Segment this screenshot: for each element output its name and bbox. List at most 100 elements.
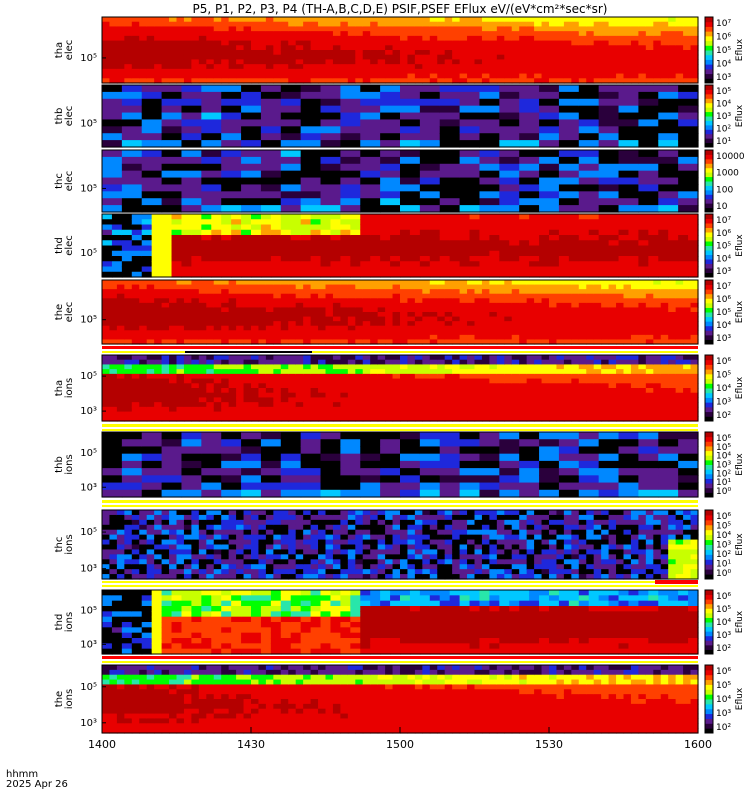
- heatmap-cell: [244, 355, 252, 360]
- colorbar-segment: [705, 69, 713, 74]
- heatmap-cell: [437, 383, 445, 388]
- heatmap-cell: [599, 235, 610, 241]
- heatmap-cell: [400, 307, 408, 312]
- heatmap-cell: [638, 335, 646, 340]
- heatmap-cell: [579, 119, 599, 126]
- heatmap-cell: [350, 261, 361, 267]
- heatmap-cell: [430, 74, 438, 79]
- heatmap-cell: [624, 326, 632, 331]
- heatmap-cell: [676, 317, 684, 322]
- heatmap-cell: [460, 298, 468, 303]
- heatmap-cell: [638, 379, 646, 384]
- heatmap-cell: [497, 36, 505, 41]
- heatmap-cell: [499, 246, 510, 252]
- heatmap-cell: [668, 374, 676, 379]
- colorbar-segment: [705, 181, 713, 186]
- heatmap-cell: [415, 330, 423, 335]
- heatmap-cell: [360, 267, 371, 273]
- heatmap-cell: [326, 307, 334, 312]
- heatmap-cell: [534, 289, 542, 294]
- heatmap-cell: [460, 45, 468, 50]
- heatmap-cell: [117, 298, 125, 303]
- heatmap-cell: [214, 26, 222, 31]
- heatmap-cell: [181, 157, 201, 164]
- heatmap-cell: [519, 230, 530, 236]
- heatmap-cell: [519, 261, 530, 267]
- heatmap-cell: [527, 289, 535, 294]
- heatmap-cell: [653, 294, 661, 299]
- heatmap-cell: [564, 22, 572, 27]
- heatmap-cell: [162, 355, 170, 360]
- heatmap-cell: [241, 454, 261, 462]
- heatmap-cell: [251, 330, 259, 335]
- heatmap-cell: [452, 45, 460, 50]
- heatmap-cell: [378, 330, 386, 335]
- heatmap-cell: [601, 360, 609, 365]
- heatmap-cell: [678, 267, 689, 273]
- heatmap-cell: [460, 383, 468, 388]
- heatmap-cell: [154, 312, 162, 317]
- heatmap-cell: [281, 251, 292, 257]
- heatmap-cell: [142, 446, 162, 454]
- heatmap-cell: [479, 178, 499, 185]
- heatmap-cell: [678, 113, 698, 120]
- heatmap-cell: [206, 364, 214, 369]
- heatmap-cell: [609, 379, 617, 384]
- heatmap-cell: [616, 321, 624, 326]
- heatmap-cell: [385, 45, 393, 50]
- heatmap-cell: [430, 407, 438, 412]
- heatmap-cell: [152, 214, 163, 220]
- heatmap-cell: [318, 45, 326, 50]
- heatmap-cell: [288, 280, 296, 285]
- heatmap-cell: [147, 280, 155, 285]
- heatmap-cell: [479, 490, 499, 498]
- heatmap-cell: [499, 261, 510, 267]
- heatmap-cell: [410, 246, 421, 252]
- heatmap-cell: [609, 256, 620, 262]
- heatmap-cell: [172, 251, 183, 257]
- heatmap-cell: [333, 364, 341, 369]
- heatmap-cell: [340, 289, 348, 294]
- heatmap-cell: [363, 64, 371, 69]
- heatmap-cell: [333, 321, 341, 326]
- heatmap-cell: [142, 198, 162, 205]
- heatmap-cell: [430, 26, 438, 31]
- heatmap-cell: [683, 55, 691, 60]
- heatmap-cell: [631, 412, 639, 417]
- heatmap-cell: [102, 312, 110, 317]
- heatmap-cell: [579, 307, 587, 312]
- heatmap-cell: [261, 225, 272, 231]
- heatmap-cell: [497, 285, 505, 290]
- heatmap-cell: [236, 294, 244, 299]
- heatmap-cell: [415, 335, 423, 340]
- heatmap-cell: [539, 198, 559, 205]
- heatmap-cell: [415, 360, 423, 365]
- heatmap-cell: [504, 59, 512, 64]
- heatmap-cell: [646, 321, 654, 326]
- heatmap-cell: [109, 294, 117, 299]
- heatmap-cell: [504, 388, 512, 393]
- heatmap-cell: [619, 256, 630, 262]
- heatmap-cell: [201, 157, 221, 164]
- heatmap-cell: [340, 85, 360, 92]
- heatmap-cell: [355, 26, 363, 31]
- heatmap-cell: [430, 59, 438, 64]
- heatmap-cell: [534, 369, 542, 374]
- heatmap-cell: [430, 364, 438, 369]
- heatmap-cell: [407, 280, 415, 285]
- heatmap-cell: [281, 360, 289, 365]
- heatmap-cell: [206, 289, 214, 294]
- heatmap-cell: [579, 360, 587, 365]
- heatmap-cell: [658, 246, 669, 252]
- heatmap-cell: [266, 307, 274, 312]
- heatmap-cell: [616, 312, 624, 317]
- heatmap-cell: [519, 439, 539, 447]
- heatmap-cell: [154, 321, 162, 326]
- heatmap-cell: [241, 267, 252, 273]
- heatmap-cell: [311, 214, 322, 220]
- heatmap-cell: [191, 298, 199, 303]
- heatmap-cell: [221, 330, 229, 335]
- heatmap-cell: [400, 285, 408, 290]
- heatmap-cell: [261, 119, 281, 126]
